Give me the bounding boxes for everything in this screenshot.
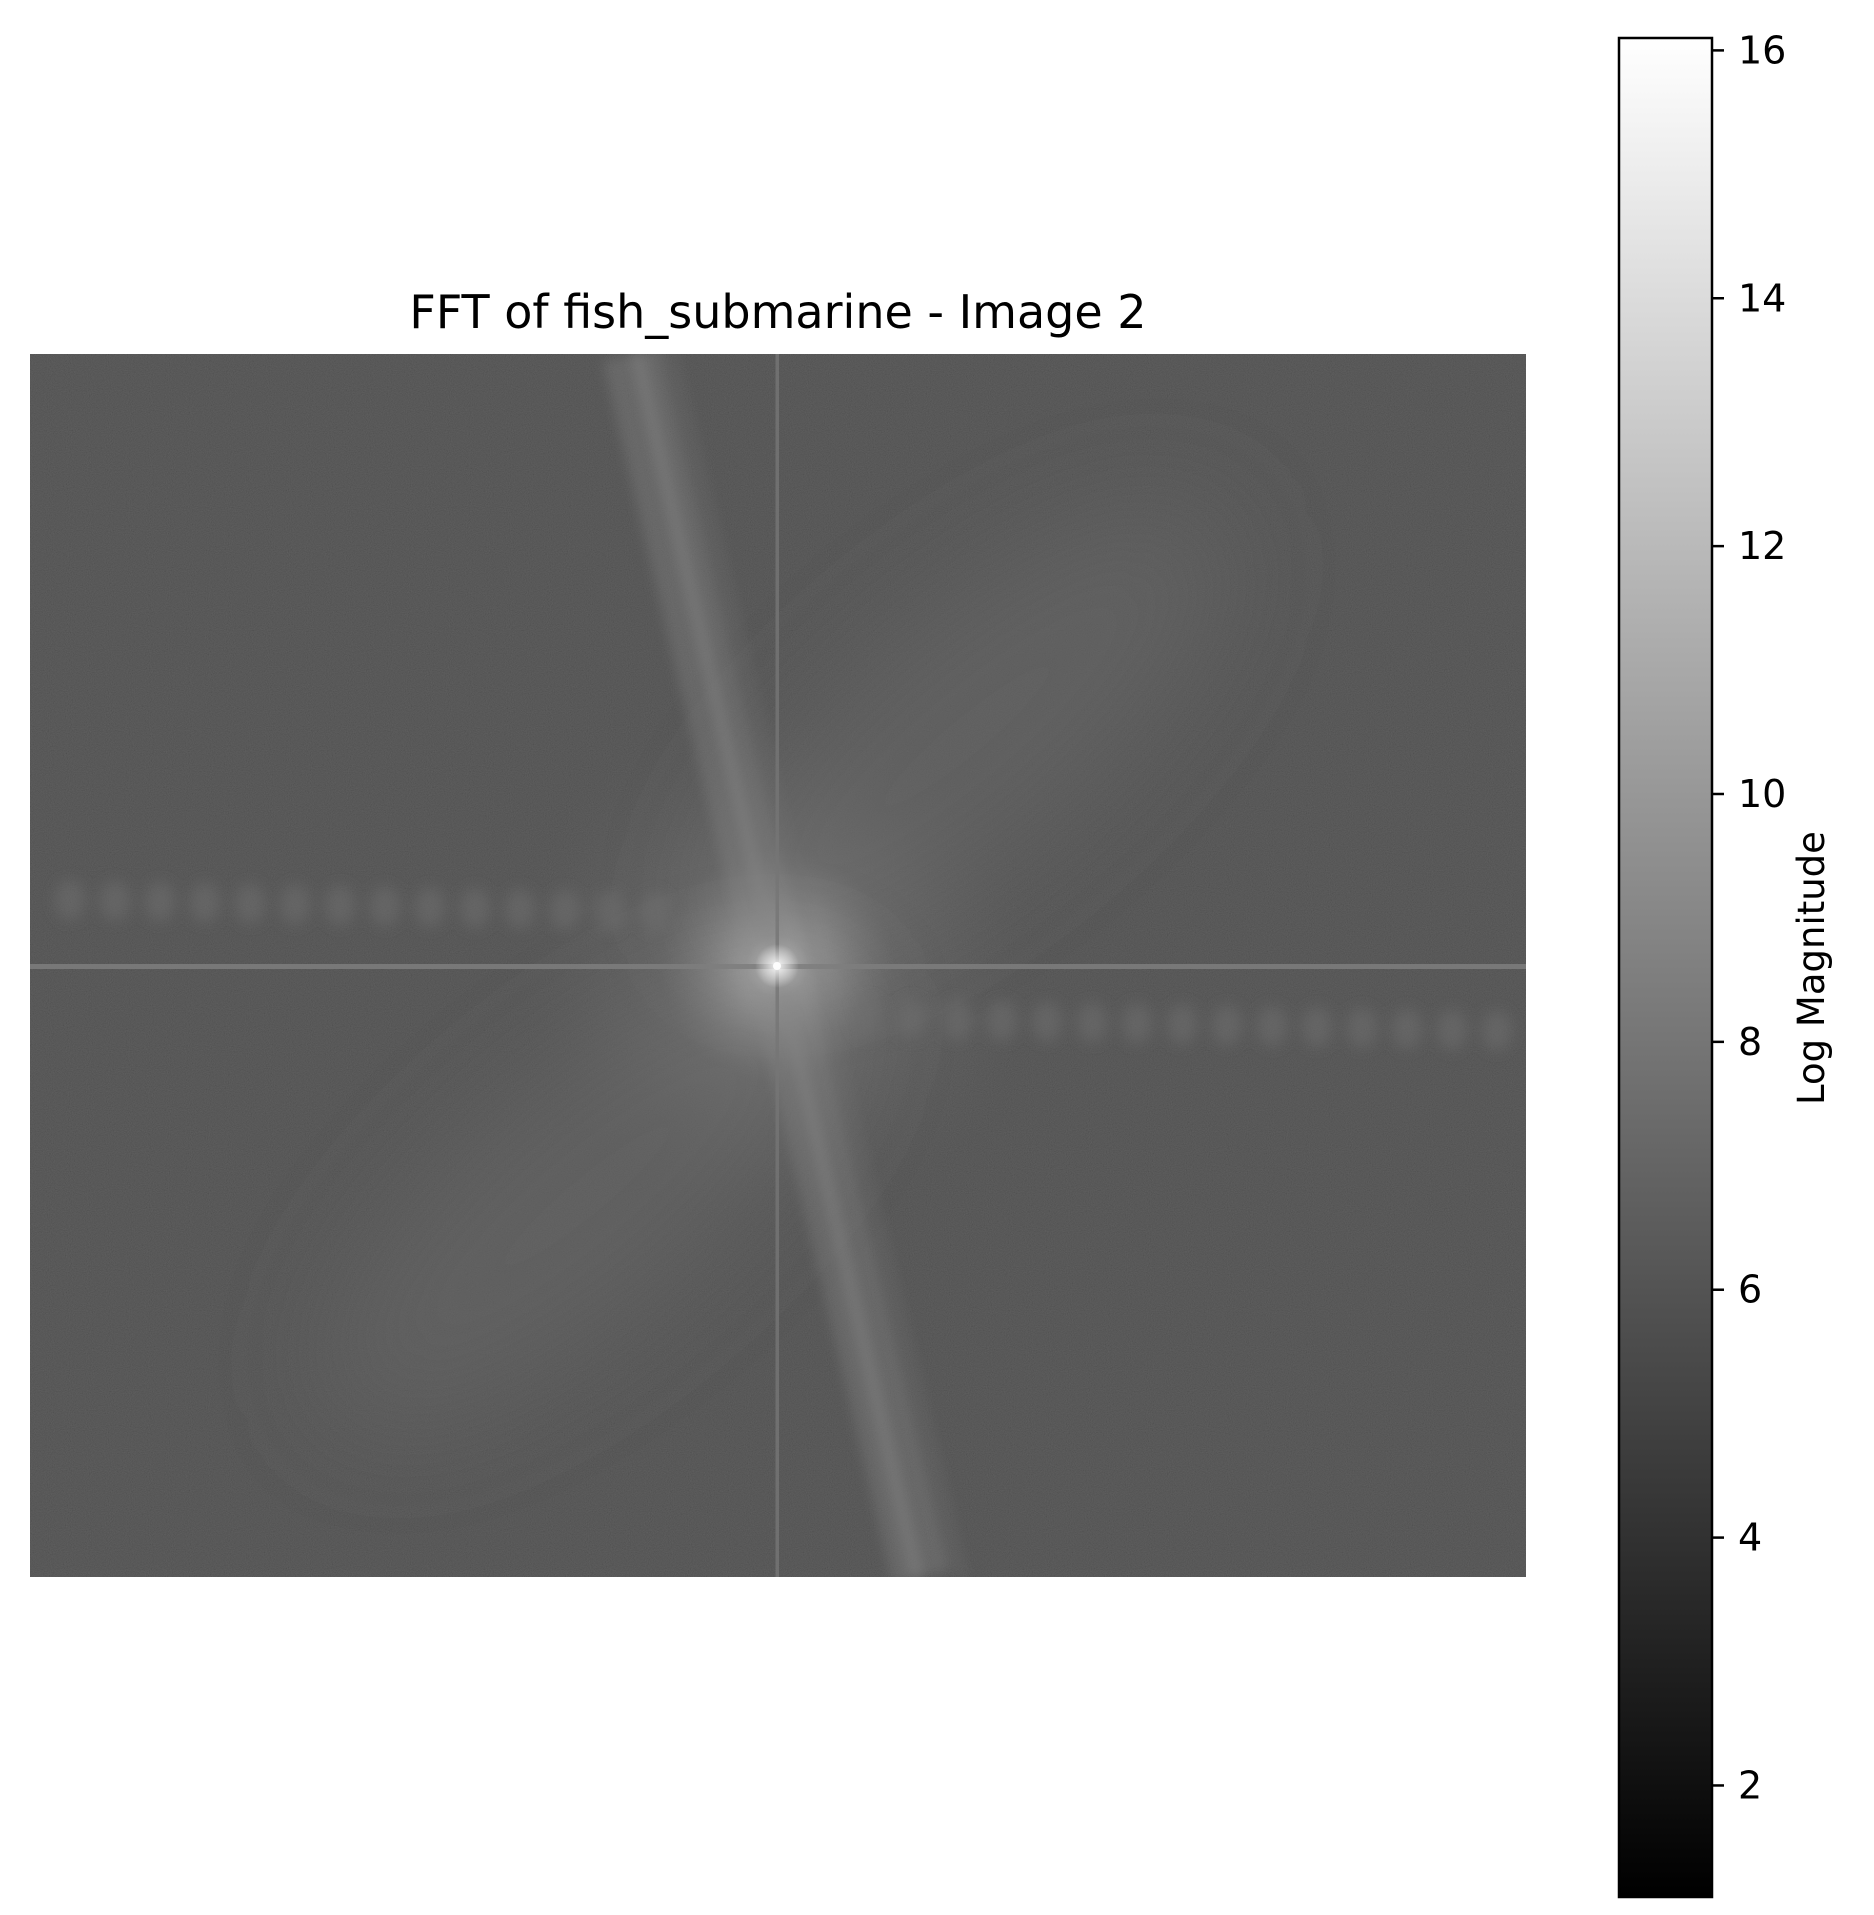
colorbar-tick-label: 14: [1738, 276, 1786, 320]
colorbar-gradient: [1617, 36, 1714, 1899]
band-dot: [1212, 1005, 1242, 1046]
band-dot: [145, 881, 175, 922]
band-dot: [987, 1000, 1017, 1041]
band-dot: [1302, 1007, 1332, 1047]
band-dot: [595, 890, 625, 931]
band-dot: [1347, 1007, 1377, 1048]
band-dot: [1167, 1004, 1197, 1045]
colorbar-tick-label: 4: [1738, 1516, 1762, 1560]
band-dot: [460, 888, 490, 929]
spectrum-features: [30, 354, 1526, 1577]
colorbar-tick-label: 12: [1738, 524, 1786, 568]
band-dot: [235, 883, 265, 924]
dotted-band: [55, 880, 670, 932]
band-dot: [897, 998, 927, 1039]
colorbar-tick-label: 6: [1738, 1268, 1762, 1312]
band-dot: [505, 889, 535, 929]
band-dot: [190, 882, 220, 923]
band-dot: [1077, 1002, 1107, 1043]
band-dot: [1392, 1008, 1422, 1049]
band-dot: [55, 880, 85, 920]
band-dot: [550, 889, 580, 930]
colorbar: 2 4 6 8 10 12 14 16 Log Magnitude: [1617, 28, 1833, 1899]
band-dot: [1437, 1009, 1467, 1050]
colorbar-ticks: 2 4 6 8 10 12 14 16: [1712, 28, 1786, 1807]
band-dot: [1257, 1006, 1287, 1047]
colorbar-label: Log Magnitude: [1790, 831, 1833, 1105]
band-dot: [852, 998, 882, 1038]
band-dot: [640, 891, 670, 932]
band-dot: [1482, 1010, 1512, 1051]
band-dot: [325, 885, 355, 926]
colorbar-tick-label: 2: [1738, 1763, 1762, 1807]
band-dot: [280, 884, 310, 925]
band-dot: [1122, 1003, 1152, 1044]
band-dot: [100, 880, 130, 921]
chart-title: FFT of fish_submarine - Image 2: [409, 285, 1146, 339]
band-dot: [370, 886, 400, 927]
colorbar-tick-label: 8: [1738, 1020, 1762, 1064]
band-dot: [415, 887, 445, 928]
colorbar-tick-label: 16: [1738, 28, 1786, 72]
fft-heatmap: [30, 354, 1526, 1577]
dc-peak: [773, 962, 781, 970]
colorbar-tick-label: 10: [1738, 772, 1786, 816]
band-dot: [1032, 1001, 1062, 1042]
band-dot: [942, 999, 972, 1040]
dotted-band: [852, 998, 1512, 1051]
